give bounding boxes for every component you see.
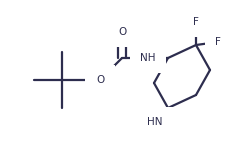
- Text: NH: NH: [140, 53, 156, 63]
- Text: HN: HN: [147, 117, 163, 127]
- Text: F: F: [215, 37, 221, 47]
- Text: O: O: [118, 27, 126, 37]
- Text: F: F: [193, 17, 199, 27]
- Text: O: O: [96, 75, 104, 85]
